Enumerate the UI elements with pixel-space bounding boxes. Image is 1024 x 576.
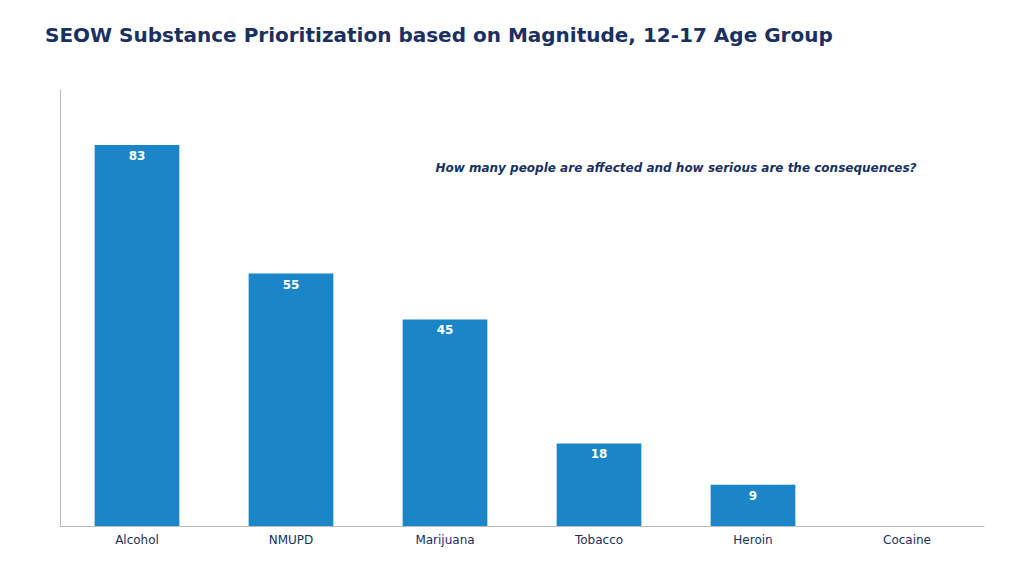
svg-text:SEOW Substance Prioritization: SEOW Substance Prioritization based on M… — [45, 23, 833, 47]
svg-text:18: 18 — [591, 447, 608, 461]
svg-text:NMUPD: NMUPD — [269, 533, 314, 547]
svg-text:9: 9 — [749, 489, 757, 503]
svg-text:Tobacco: Tobacco — [574, 533, 623, 547]
svg-text:How many people are affected a: How many people are affected and how ser… — [435, 161, 916, 175]
svg-text:83: 83 — [129, 149, 146, 163]
svg-text:55: 55 — [283, 278, 300, 292]
svg-text:Heroin: Heroin — [733, 533, 772, 547]
svg-text:Marijuana: Marijuana — [415, 533, 474, 547]
svg-text:Cocaine: Cocaine — [883, 533, 931, 547]
svg-text:Alcohol: Alcohol — [115, 533, 159, 547]
svg-text:45: 45 — [437, 323, 454, 337]
